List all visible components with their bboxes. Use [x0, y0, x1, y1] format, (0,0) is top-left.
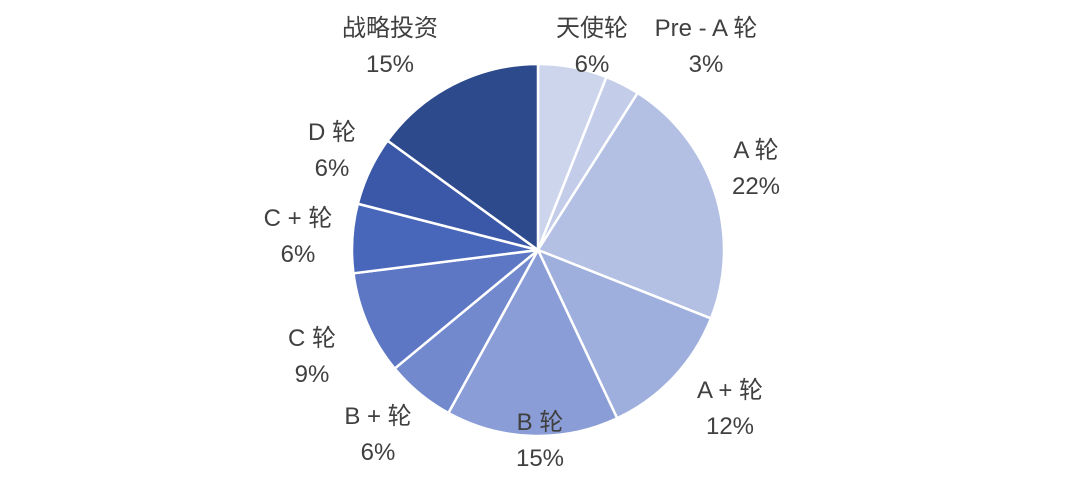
- slice-label-percent-3: 12%: [706, 413, 754, 440]
- slice-label-percent-7: 6%: [281, 241, 316, 268]
- slice-label-name-7: C + 轮: [264, 205, 333, 232]
- slice-label-3: A + 轮 12%: [697, 377, 763, 440]
- slice-label-percent-4: 15%: [516, 445, 564, 472]
- pie-slice-9: [386, 62, 540, 252]
- pie-slice-3: [536, 248, 713, 420]
- slice-label-name-1: Pre - A 轮: [655, 15, 758, 42]
- slice-label-2: A 轮 22%: [732, 137, 780, 200]
- slice-label-name-0: 天使轮: [556, 15, 628, 42]
- slice-label-percent-8: 6%: [315, 155, 350, 182]
- slice-label-7: C + 轮 6%: [264, 205, 333, 268]
- slice-label-9: 战略投资 15%: [342, 15, 438, 78]
- slice-label-name-5: B + 轮: [344, 403, 411, 430]
- slice-label-percent-5: 6%: [361, 439, 396, 466]
- slice-label-name-3: A + 轮: [697, 377, 763, 404]
- slice-label-name-4: B 轮: [517, 409, 564, 436]
- slice-label-name-9: 战略投资: [342, 15, 438, 42]
- slice-label-percent-9: 15%: [366, 51, 414, 78]
- slice-label-name-6: C 轮: [288, 325, 336, 352]
- slice-label-name-2: A 轮: [733, 137, 778, 164]
- slice-label-8: D 轮 6%: [308, 119, 356, 182]
- slice-label-percent-0: 6%: [575, 51, 610, 78]
- slice-label-percent-2: 22%: [732, 173, 780, 200]
- pie-slice-6: [352, 248, 540, 370]
- slice-label-0: 天使轮 6%: [556, 15, 628, 78]
- slice-label-4: B 轮 15%: [516, 409, 564, 472]
- slice-label-5: B + 轮 6%: [344, 403, 411, 466]
- pie-slice-2: [536, 91, 726, 320]
- slice-label-percent-1: 3%: [689, 51, 724, 78]
- pie-slice-4: [447, 248, 619, 438]
- slice-label-percent-6: 9%: [295, 361, 330, 388]
- slice-label-1: Pre - A 轮 3%: [655, 15, 758, 78]
- slice-label-name-8: D 轮: [308, 119, 356, 146]
- slice-label-6: C 轮 9%: [288, 325, 336, 388]
